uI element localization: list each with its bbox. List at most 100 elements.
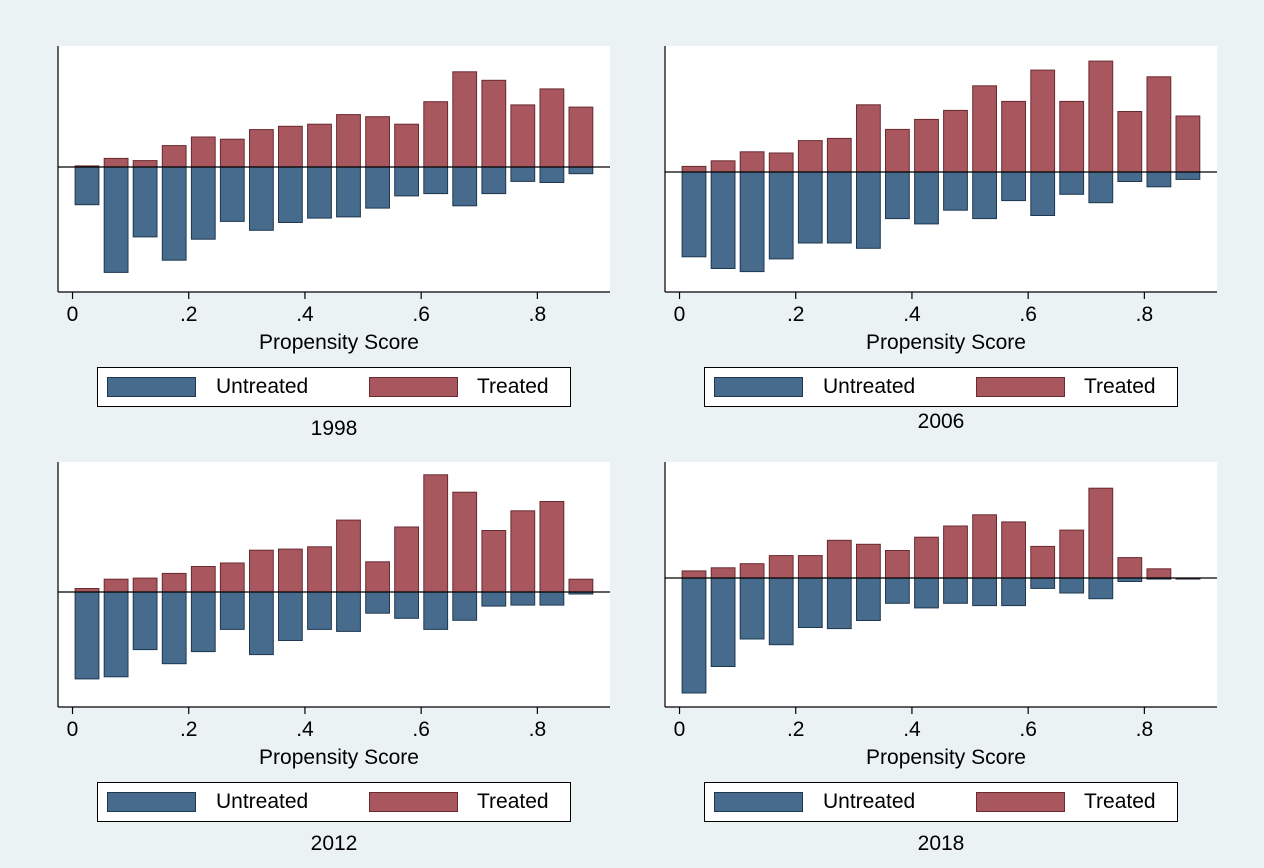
untreated-bar-9 — [943, 171, 968, 211]
x-tick-label: .8 — [529, 718, 547, 741]
untreated-bar-8 — [914, 577, 939, 609]
untreated-bar-14 — [1088, 171, 1114, 204]
legend-label-untreated: Untreated — [216, 375, 309, 398]
treated-bar-3 — [161, 572, 187, 593]
x-tick-label: .4 — [296, 718, 314, 741]
treated-bar-4 — [190, 566, 216, 593]
untreated-bar-9 — [943, 577, 968, 604]
treated-bar-6 — [249, 549, 274, 593]
treated-bar-11 — [1001, 521, 1027, 579]
x-tick-label: .8 — [1136, 303, 1154, 326]
treated-bar-1 — [103, 157, 129, 168]
treated-bar-10 — [972, 85, 998, 173]
x-tick-label: .4 — [903, 303, 921, 326]
x-tick-label: .6 — [1019, 718, 1037, 741]
panel-title: 2006 — [917, 410, 965, 433]
untreated-bar-3 — [161, 166, 187, 261]
legend: Untreated Treated — [97, 367, 571, 407]
treated-bar-14 — [481, 79, 507, 168]
treated-bar-7 — [885, 128, 910, 173]
treated-bar-11 — [394, 526, 420, 593]
x-axis-title: Propensity Score — [259, 331, 419, 354]
treated-bar-14 — [481, 530, 507, 593]
treated-bar-16 — [539, 88, 565, 168]
treated-bar-10 — [365, 116, 391, 168]
untreated-bar-7 — [278, 591, 303, 641]
untreated-bar-10 — [972, 577, 998, 607]
untreated-bar-1 — [103, 166, 129, 273]
treated-bar-15 — [510, 510, 536, 593]
treated-bar-7 — [278, 125, 303, 168]
treated-bar-12 — [423, 101, 449, 168]
untreated-bar-7 — [885, 577, 910, 604]
untreated-bar-2 — [739, 577, 765, 640]
untreated-bar-12 — [1030, 171, 1056, 216]
treated-bar-12 — [423, 474, 449, 593]
legend: Untreated Treated — [704, 782, 1178, 822]
untreated-bar-12 — [423, 591, 449, 630]
legend-label-treated: Treated — [477, 790, 549, 813]
untreated-bar-0 — [74, 166, 100, 206]
untreated-bar-10 — [365, 591, 391, 614]
x-tick-label: .2 — [787, 718, 805, 741]
treated-bar-12 — [1030, 69, 1056, 173]
untreated-bar-4 — [190, 591, 216, 653]
treated-bar-15 — [1117, 111, 1143, 173]
x-tick-label: 0 — [67, 718, 79, 741]
untreated-bar-11 — [1001, 577, 1027, 607]
treated-bar-16 — [1146, 568, 1172, 579]
untreated-bar-1 — [710, 577, 736, 667]
treated-bar-8 — [307, 123, 332, 168]
untreated-bar-17 — [568, 166, 594, 175]
treated-bar-16 — [539, 501, 565, 593]
legend-swatch-treated — [976, 377, 1065, 397]
treated-bar-9 — [943, 109, 968, 173]
untreated-bar-6 — [249, 166, 274, 231]
treated-bar-8 — [307, 546, 332, 593]
treated-bar-14 — [1088, 60, 1114, 173]
chart-panel-1998: 0 .2 .4 .6 .8 Propensity Score — [57, 46, 610, 354]
x-tick-label: .8 — [1136, 718, 1154, 741]
untreated-bar-1 — [103, 591, 129, 678]
untreated-bar-9 — [336, 591, 361, 632]
untreated-bar-9 — [336, 166, 361, 218]
treated-bar-13 — [1059, 100, 1085, 173]
treated-bar-17 — [1175, 115, 1201, 173]
treated-bar-2 — [739, 563, 765, 579]
treated-bar-15 — [510, 104, 536, 168]
legend-swatch-untreated — [107, 377, 196, 397]
untreated-bar-8 — [914, 171, 939, 225]
untreated-bar-2 — [132, 166, 158, 238]
treated-bar-8 — [914, 118, 939, 173]
untreated-bar-7 — [885, 171, 910, 220]
untreated-bar-3 — [161, 591, 187, 665]
untreated-bar-2 — [132, 591, 158, 651]
legend-swatch-untreated — [107, 792, 196, 812]
x-axis-title: Propensity Score — [866, 746, 1026, 769]
treated-bar-6 — [249, 129, 274, 168]
treated-bar-5 — [219, 138, 245, 168]
untreated-bar-0 — [681, 171, 707, 258]
legend-label-treated: Treated — [1084, 375, 1156, 398]
untreated-bar-0 — [681, 577, 707, 694]
untreated-bar-4 — [190, 166, 216, 240]
legend-swatch-untreated — [714, 377, 803, 397]
untreated-bar-6 — [856, 171, 881, 249]
treated-bar-3 — [161, 145, 187, 168]
treated-bar-7 — [278, 548, 303, 593]
untreated-bar-10 — [972, 171, 998, 220]
untreated-bar-10 — [365, 166, 391, 209]
untreated-bar-11 — [1001, 171, 1027, 202]
treated-bar-1 — [103, 578, 129, 593]
untreated-bar-15 — [1117, 171, 1143, 182]
chart-panel-2018: 0 .2 .4 .6 .8 Propensity Score — [664, 462, 1217, 769]
legend-label-untreated: Untreated — [823, 375, 916, 398]
panel-title: 1998 — [310, 417, 358, 440]
untreated-bar-6 — [856, 577, 881, 621]
untreated-bar-14 — [1088, 577, 1114, 600]
treated-bar-13 — [452, 491, 478, 593]
panel-title: 2012 — [310, 832, 358, 855]
untreated-bar-1 — [710, 171, 736, 269]
